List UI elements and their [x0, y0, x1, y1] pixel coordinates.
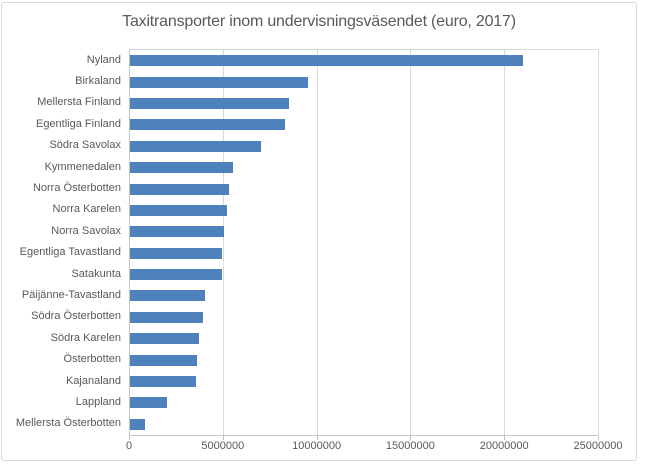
- bars-layer: [130, 50, 598, 435]
- bar: [130, 97, 290, 109]
- category-label: Norra Savolax: [51, 224, 121, 237]
- bar: [130, 376, 196, 388]
- gridline: [504, 50, 506, 435]
- bar: [130, 140, 262, 152]
- tick-mark: [598, 436, 599, 440]
- bar: [130, 311, 203, 323]
- tick-mark: [222, 436, 224, 440]
- bar-row: [130, 307, 598, 328]
- bar: [130, 55, 524, 67]
- value-tick-label: 25000000: [573, 440, 623, 452]
- tick-mark: [504, 436, 506, 440]
- gridline: [222, 50, 224, 435]
- category-label: Lappland: [75, 395, 121, 408]
- category-label: Mellersta Finland: [37, 96, 121, 109]
- category-label: Egentliga Finland: [35, 117, 121, 130]
- bar-row: [130, 392, 598, 413]
- bar: [130, 269, 222, 281]
- category-label: Egentliga Tavastland: [19, 246, 121, 259]
- bar: [130, 119, 286, 131]
- bar: [130, 162, 233, 174]
- bar: [130, 290, 205, 302]
- category-label: Kymmenedalen: [44, 160, 121, 173]
- value-axis-labels: 0 5000000 10000000 15000000 20000000 25000000: [125, 440, 623, 454]
- category-label: Kajanaland: [65, 374, 121, 387]
- bar: [130, 183, 230, 195]
- value-tick-label: 5000000: [201, 440, 245, 452]
- category-label: Södra Karelen: [50, 331, 121, 344]
- bar-row: [130, 71, 598, 92]
- category-label: Södra Savolax: [49, 139, 121, 152]
- bar: [130, 247, 222, 259]
- category-label: Norra Karelen: [52, 203, 121, 216]
- gridline: [316, 50, 318, 435]
- bar-row: [130, 93, 598, 114]
- bar-row: [130, 136, 598, 157]
- gridline: [598, 50, 599, 435]
- bar: [130, 76, 308, 88]
- bar-row: [130, 200, 598, 221]
- category-label: Nyland: [86, 53, 121, 66]
- bar-row: [130, 349, 598, 370]
- bar-row: [130, 243, 598, 264]
- bar-row: [130, 328, 598, 349]
- category-axis-labels: Nyland Birkaland Mellersta Finland Egentlig…: [2, 49, 121, 434]
- bar-row: [130, 178, 598, 199]
- bar: [130, 333, 200, 345]
- chart-title: Taxitransporter inom undervisningsväsend…: [122, 13, 516, 30]
- bar-row: [130, 285, 598, 306]
- bar: [130, 354, 198, 366]
- bar: [130, 418, 145, 430]
- value-tick-label: 20000000: [479, 440, 529, 452]
- value-tick-label: 15000000: [385, 440, 435, 452]
- bar-row: [130, 414, 598, 435]
- bar: [130, 397, 168, 409]
- tick-mark: [129, 436, 130, 440]
- gridline: [410, 50, 412, 435]
- chart-frame: Taxitransporter inom undervisningsväsend…: [1, 2, 637, 461]
- value-tick-label: 10000000: [292, 440, 342, 452]
- bar: [130, 226, 224, 238]
- category-label: Norra Österbotten: [32, 182, 121, 195]
- category-label: Satakunta: [71, 267, 121, 280]
- category-label: Södra Österbotten: [31, 310, 121, 323]
- bar-row: [130, 264, 598, 285]
- category-label: Mellersta Österbotten: [15, 417, 121, 430]
- tick-mark: [410, 436, 412, 440]
- plot-area: [129, 49, 599, 440]
- y-axis-line: [129, 50, 130, 435]
- value-tick-label: 0: [125, 440, 133, 452]
- category-label: Birkaland: [75, 75, 121, 88]
- tick-mark: [316, 436, 318, 440]
- category-label: Päijänne-Tavastland: [21, 288, 121, 301]
- bar-row: [130, 221, 598, 242]
- x-axis-line: [129, 435, 598, 436]
- bar: [130, 204, 228, 216]
- category-label: Österbotten: [63, 353, 121, 366]
- bar-row: [130, 50, 598, 71]
- bar-row: [130, 114, 598, 135]
- bar-row: [130, 157, 598, 178]
- bar-row: [130, 371, 598, 392]
